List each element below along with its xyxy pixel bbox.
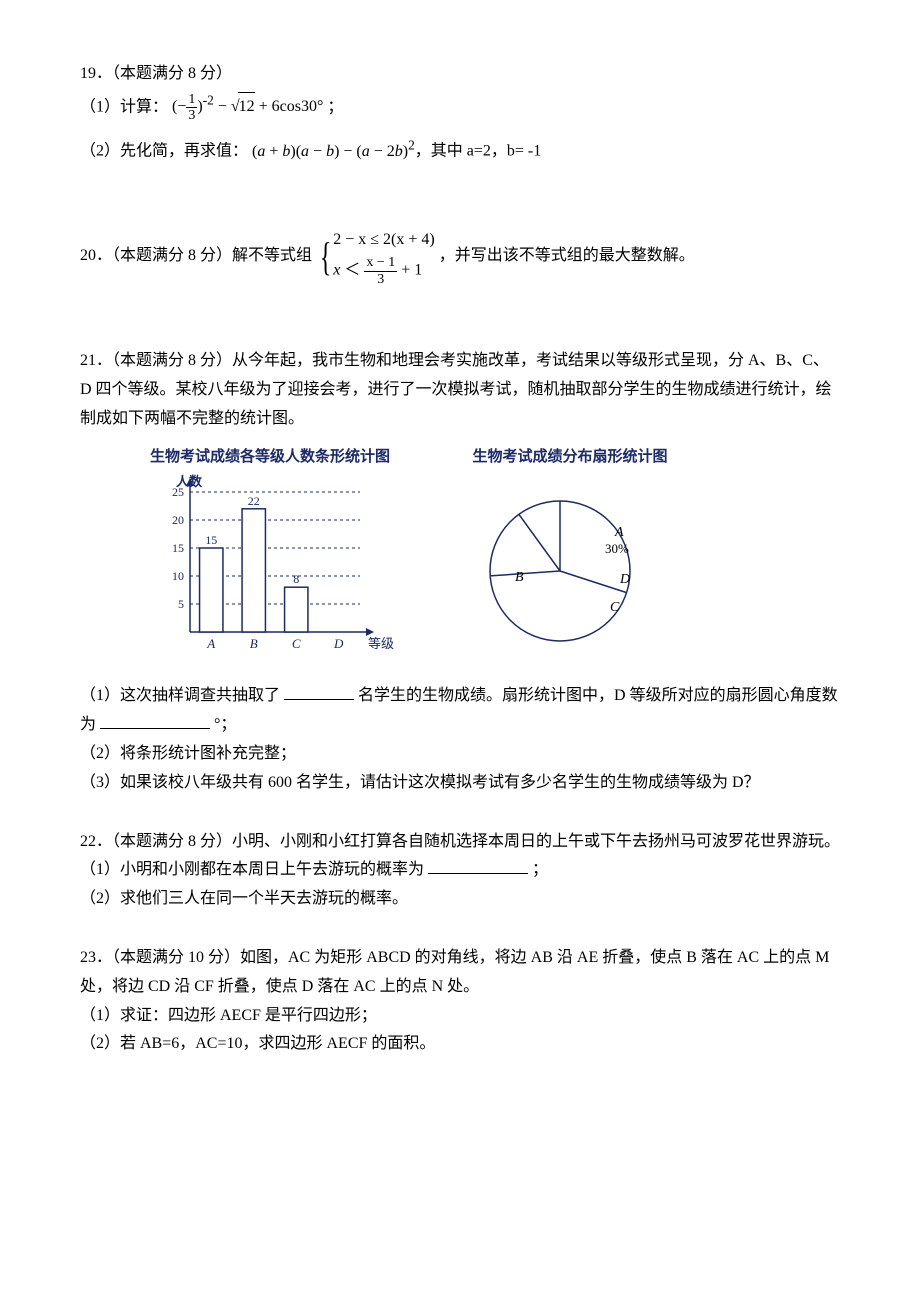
blank-field[interactable]: [428, 857, 528, 874]
brace-icon: {: [320, 237, 332, 277]
svg-text:20: 20: [172, 513, 184, 527]
svg-text:B: B: [250, 636, 258, 651]
q20-r2-lhs: x: [333, 262, 340, 279]
q21-heading: 21．（本题满分 8 分）从今年起，我市生物和地理会考实施改革，考试结果以等级形…: [80, 347, 840, 433]
q22-p1b: ；: [532, 861, 548, 878]
svg-text:B: B: [515, 570, 524, 585]
q21-p2: （2）将条形统计图补充完整；: [80, 740, 840, 769]
svg-text:5: 5: [178, 597, 184, 611]
blank-field[interactable]: [284, 683, 354, 700]
svg-text:D: D: [333, 636, 344, 651]
pie-chart-title: 生物考试成绩分布扇形统计图: [460, 443, 680, 470]
q20-r2-frac: x − 13: [364, 255, 397, 287]
question-20: 20．（本题满分 8 分）解不等式组 { 2 − x ≤ 2(x + 4) x …: [80, 226, 840, 287]
frac-den: 3: [364, 272, 397, 287]
q23-p1: （1）求证：四边形 AECF 是平行四边形；: [80, 1002, 840, 1031]
svg-text:30%: 30%: [605, 541, 629, 556]
q20-prefix: 20．（本题满分 8 分）解不等式组: [80, 247, 312, 264]
bar-chart: 生物考试成绩各等级人数条形统计图 人数51015202515A22B8CD等级: [140, 443, 400, 662]
q20-system: 2 − x ≤ 2(x + 4) x ＜ x − 13 + 1: [333, 226, 435, 287]
q20-r1-op: ≤: [370, 231, 379, 248]
svg-text:A: A: [614, 525, 624, 540]
q21-p1: （1）这次抽样调查共抽取了 名学生的生物成绩。扇形统计图中，D 等级所对应的扇形…: [80, 682, 840, 740]
q19-heading: 19．（本题满分 8 分）: [80, 60, 840, 89]
q22-p1: （1）小明和小刚都在本周日上午去游玩的概率为 ；: [80, 856, 840, 885]
svg-text:C: C: [292, 636, 301, 651]
question-19: 19．（本题满分 8 分） （1）计算： (−13)-2 − √12 + 6co…: [80, 60, 840, 166]
q19-part1: （1）计算： (−13)-2 − √12 + 6cos30° ；: [80, 89, 840, 124]
question-22: 22．（本题满分 8 分）小明、小刚和小红打算各自随机选择本周日的上午或下午去扬…: [80, 828, 840, 914]
q23-heading: 23．（本题满分 10 分）如图，AC 为矩形 ABCD 的对角线，将边 AB …: [80, 944, 840, 1002]
q20-r1-lhs: 2 − x: [333, 231, 366, 248]
q19-p2-prefix: （2）先化简，再求值：: [80, 143, 248, 160]
svg-text:8: 8: [293, 573, 299, 587]
q20-r2-tail: + 1: [401, 262, 422, 279]
svg-text:C: C: [610, 600, 620, 615]
frac-num: x − 1: [364, 255, 397, 271]
pie-chart: 生物考试成绩分布扇形统计图 A30% B CD: [460, 443, 680, 662]
svg-text:等级: 等级: [368, 636, 394, 651]
q19-p2-expr: (a + b)(a − b) − (a − 2b)2: [252, 143, 415, 160]
svg-text:22: 22: [248, 494, 260, 508]
q22-p1a: （1）小明和小刚都在本周日上午去游玩的概率为: [80, 861, 424, 878]
pie-chart-svg: A30% B CD: [460, 476, 680, 656]
q20-r2-op: ＜: [344, 262, 360, 279]
svg-text:A: A: [206, 636, 215, 651]
svg-text:15: 15: [172, 541, 184, 555]
q20-row1: 2 − x ≤ 2(x + 4): [333, 226, 435, 255]
q19-p2-tail: ，其中 a=2，b= -1: [415, 143, 541, 160]
q20-row2: x ＜ x − 13 + 1: [333, 255, 435, 287]
q19-part2: （2）先化简，再求值： (a + b)(a − b) − (a − 2b)2，其…: [80, 133, 840, 166]
svg-text:25: 25: [172, 485, 184, 499]
blank-field[interactable]: [100, 712, 210, 729]
bar-chart-svg: 人数51015202515A22B8CD等级: [140, 472, 400, 662]
q22-heading: 22．（本题满分 8 分）小明、小刚和小红打算各自随机选择本周日的上午或下午去扬…: [80, 828, 840, 857]
svg-text:D: D: [619, 572, 630, 587]
q20-r1-rhs: 2(x + 4): [383, 231, 435, 248]
question-21: 21．（本题满分 8 分）从今年起，我市生物和地理会考实施改革，考试结果以等级形…: [80, 347, 840, 798]
q21-p3: （3）如果该校八年级共有 600 名学生，请估计这次模拟考试有多少名学生的生物成…: [80, 769, 840, 798]
q19-p1-expr: (−13)-2 − √12 + 6cos30°: [172, 98, 327, 115]
q21-p1c: °；: [214, 716, 236, 733]
q20-suffix: ，并写出该不等式组的最大整数解。: [439, 247, 695, 264]
q19-p1-tail: ；: [327, 98, 343, 115]
q22-p2: （2）求他们三人在同一个半天去游玩的概率。: [80, 885, 840, 914]
q21-charts: 生物考试成绩各等级人数条形统计图 人数51015202515A22B8CD等级 …: [140, 443, 840, 662]
q23-p2: （2）若 AB=6，AC=10，求四边形 AECF 的面积。: [80, 1030, 840, 1059]
svg-text:10: 10: [172, 569, 184, 583]
svg-text:15: 15: [205, 533, 217, 547]
question-23: 23．（本题满分 10 分）如图，AC 为矩形 ABCD 的对角线，将边 AB …: [80, 944, 840, 1059]
q19-p1-prefix: （1）计算：: [80, 98, 168, 115]
bar-chart-title: 生物考试成绩各等级人数条形统计图: [140, 443, 400, 470]
q21-p1a: （1）这次抽样调查共抽取了: [80, 687, 280, 704]
